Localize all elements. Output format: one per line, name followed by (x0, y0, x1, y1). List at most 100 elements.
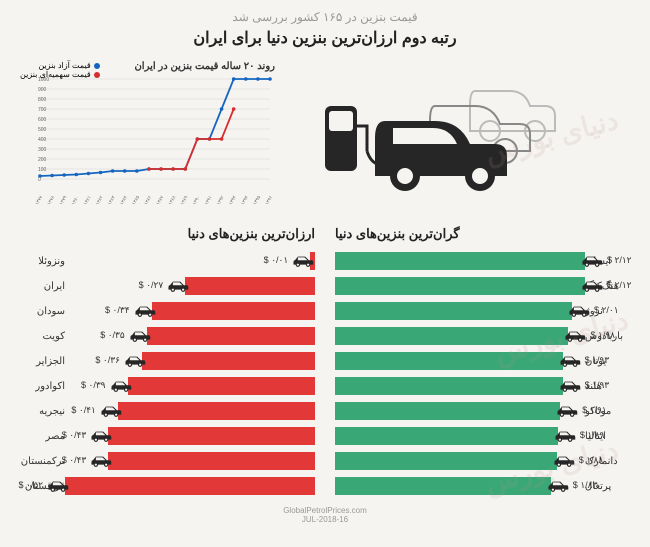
expensive-title: گران‌ترین بنزین‌های دنیا (335, 226, 640, 242)
svg-text:۱۳۹۶: ۱۳۹۶ (264, 194, 273, 204)
expensive-row: ۱/۹۳ $ هلند (335, 375, 640, 397)
svg-text:۱۳۸۶: ۱۳۸۶ (143, 194, 152, 204)
price-label: ۲/۱۲ $ (607, 280, 632, 291)
price-label: ۱/۹۳ $ (585, 380, 610, 391)
svg-text:۱۳۸۱: ۱۳۸۱ (83, 195, 92, 204)
cheapest-column: ارزان‌ترین بنزین‌های دنیا ۰/۰۱ $ ونزوئلا… (10, 226, 315, 500)
car-icon (564, 329, 586, 343)
car-icon (110, 379, 132, 393)
svg-text:۱۳۷۷: ۱۳۷۷ (34, 194, 43, 204)
price-label: ۰/۳۴ $ (105, 305, 130, 316)
price-label: ۱/۹۱ $ (582, 405, 607, 416)
svg-text:۱۳۹۲: ۱۳۹۲ (216, 194, 225, 204)
country-label: ترکمنستان (10, 456, 65, 467)
price-label: ۱/۹۳ $ (585, 355, 610, 366)
subtitle: قیمت بنزین در ۱۶۵ کشور بررسی شد (10, 10, 640, 24)
svg-text:۱۳۷۸: ۱۳۷۸ (46, 194, 55, 204)
car-icon (90, 454, 112, 468)
car-icon (134, 304, 156, 318)
car-icon (100, 404, 122, 418)
main-title: رتبه دوم ارزان‌ترین بنزین دنیا برای ایرا… (10, 28, 640, 48)
car-icon (554, 429, 576, 443)
car-icon (581, 279, 603, 293)
country-label: ونزوئلا (10, 256, 65, 267)
cheapest-row: ۰/۰۱ $ ونزوئلا (10, 250, 315, 272)
price-label: ۰/۴۳ $ (62, 455, 87, 466)
svg-text:500: 500 (38, 127, 47, 133)
svg-text:۱۳۹۰: ۱۳۹۰ (191, 195, 200, 204)
expensive-row: ۱/۹۱ $ موناکو (335, 400, 640, 422)
source-line1: GlobalPetrolPrices.com (10, 506, 640, 515)
car-icon (124, 354, 146, 368)
cheapest-row: ۰/۴۳ $ ترکمنستان (10, 450, 315, 472)
legend-label-0: قیمت آزاد بنزین (38, 61, 90, 70)
country-label: کویت (10, 331, 65, 342)
car-icon (556, 404, 578, 418)
car-icon (129, 329, 151, 343)
expensive-row: ۲/۰۱ $ نروژ (335, 300, 640, 322)
trend-legend: قیمت آزاد بنزین قیمت سهمیه‌ای بنزین (20, 61, 100, 79)
source-line2: 16-JUL-2018 (10, 515, 640, 524)
price-label: ۰/۳۹ $ (81, 380, 106, 391)
svg-text:600: 600 (38, 117, 47, 123)
cheapest-row: ۰/۲۷ $ ایران (10, 275, 315, 297)
price-label: ۰/۲۷ $ (139, 280, 164, 291)
price-label: ۰/۰۱ $ (264, 255, 289, 266)
svg-text:300: 300 (38, 147, 47, 153)
svg-text:۱۳۸۲: ۱۳۸۲ (95, 194, 104, 204)
car-icon (559, 354, 581, 368)
country-label: نیجریه (10, 406, 65, 417)
car-icon (568, 304, 590, 318)
car-icon (553, 454, 575, 468)
country-label: اکوادور (10, 381, 65, 392)
cheapest-row: ۰/۳۴ $ سودان (10, 300, 315, 322)
country-label: مصر (10, 431, 65, 442)
expensive-row: ۱/۸۳ $ پرتغال (335, 475, 640, 497)
svg-text:۱۳۹۳: ۱۳۹۳ (228, 194, 237, 204)
source: GlobalPetrolPrices.com 16-JUL-2018 (10, 506, 640, 524)
expensive-column: گران‌ترین بنزین‌های دنیا ۲/۱۲ $ ایسلند ۲… (335, 226, 640, 500)
expensive-row: ۱/۸۸ $ دانمارک (335, 450, 640, 472)
price-label: ۰/۴۱ $ (71, 405, 96, 416)
expensive-row: ۲/۱۲ $ هنگ‌کنگ (335, 275, 640, 297)
price-label: ۱/۸۳ $ (573, 480, 598, 491)
price-label: ۲/۱۲ $ (607, 255, 632, 266)
svg-text:0: 0 (38, 177, 41, 183)
svg-text:۱۳۸۵: ۱۳۸۵ (131, 194, 140, 204)
svg-text:700: 700 (38, 107, 47, 113)
svg-text:۱۳۸۹: ۱۳۸۹ (179, 194, 188, 204)
svg-text:900: 900 (38, 87, 47, 93)
cheapest-row: ۰/۵۲ $ قزاقستان (10, 475, 315, 497)
svg-text:100: 100 (38, 167, 47, 173)
svg-text:۱۳۸۴: ۱۳۸۴ (119, 194, 128, 204)
cheapest-row: ۰/۳۵ $ کویت (10, 325, 315, 347)
car-icon (581, 254, 603, 268)
car-icon (547, 479, 569, 493)
expensive-row: ۱/۹۳ $ یونان (335, 350, 640, 372)
svg-text:۱۳۹۵: ۱۳۹۵ (252, 194, 261, 204)
price-label: ۱/۸۸ $ (579, 455, 604, 466)
header: قیمت بنزین در ۱۶۵ کشور بررسی شد رتبه دوم… (10, 10, 640, 48)
price-label: ۰/۵۲ $ (18, 480, 43, 491)
car-icon (47, 479, 69, 493)
cars-illustration (290, 56, 640, 196)
price-label: ۱/۹۸ $ (590, 330, 615, 341)
svg-text:400: 400 (38, 137, 47, 143)
svg-text:۱۳۷۹: ۱۳۷۹ (58, 194, 67, 204)
country-label: سودان (10, 306, 65, 317)
svg-text:۱۳۸۰: ۱۳۸۰ (70, 195, 79, 204)
country-label: الجزایر (10, 356, 65, 367)
car-icon (90, 429, 112, 443)
price-label: ۱/۸۹ $ (580, 430, 605, 441)
expensive-row: ۱/۹۸ $ باربادوس (335, 325, 640, 347)
svg-text:۱۳۹۱: ۱۳۹۱ (204, 195, 213, 204)
cheapest-title: ارزان‌ترین بنزین‌های دنیا (10, 226, 315, 242)
price-label: ۰/۳۶ $ (95, 355, 120, 366)
svg-text:800: 800 (38, 97, 47, 103)
car-icon (559, 379, 581, 393)
cheapest-row: ۰/۳۶ $ الجزایر (10, 350, 315, 372)
svg-text:200: 200 (38, 157, 47, 163)
expensive-row: ۲/۱۲ $ ایسلند (335, 250, 640, 272)
price-label: ۲/۰۱ $ (594, 305, 619, 316)
svg-text:۱۳۸۳: ۱۳۸۳ (107, 194, 116, 204)
